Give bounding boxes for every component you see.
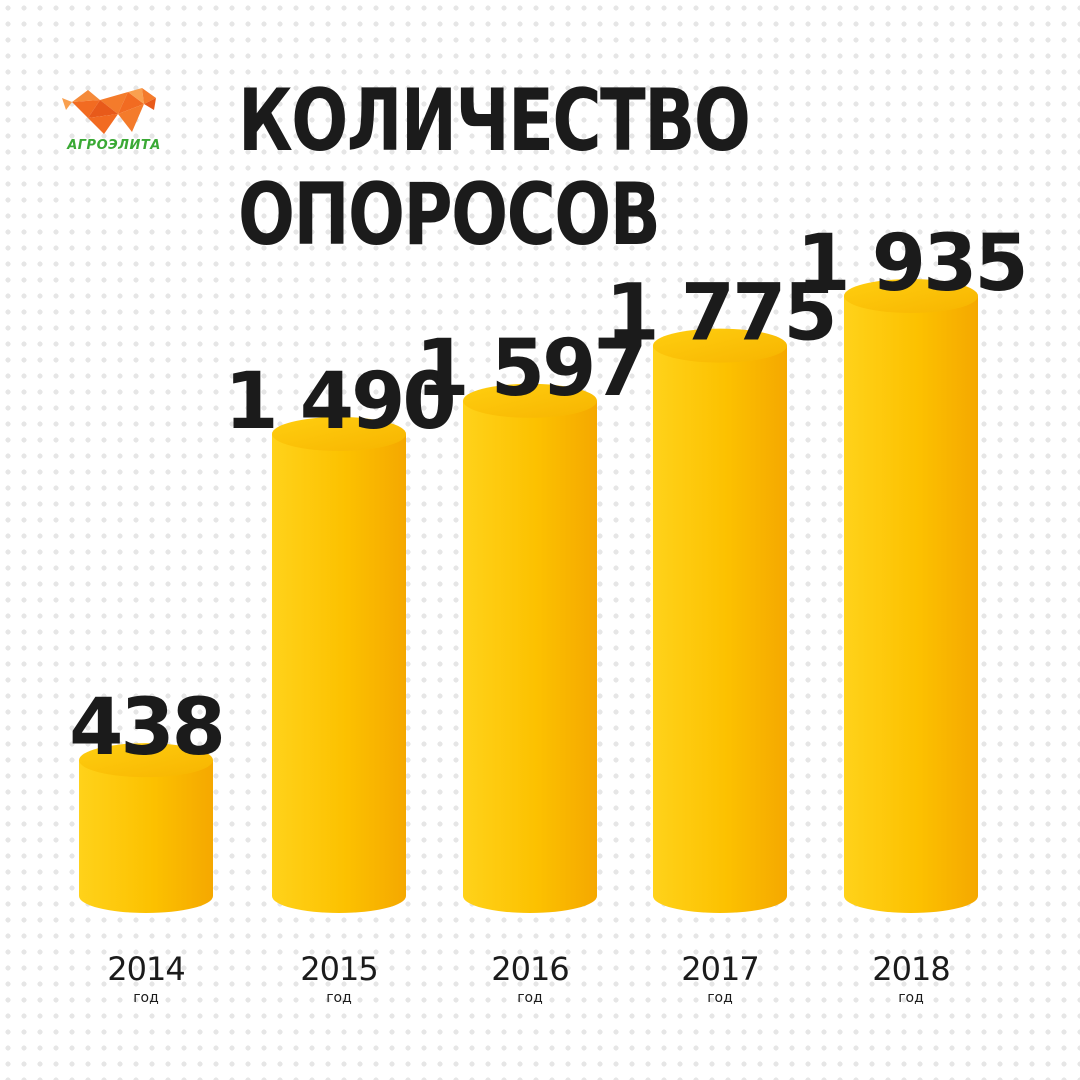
brand-logo: АГРОЭЛИТА bbox=[58, 88, 170, 158]
bar-body bbox=[844, 296, 978, 913]
brand-name: АГРОЭЛИТА bbox=[67, 138, 161, 153]
bar-2017 bbox=[653, 328, 787, 913]
page-title: КОЛИЧЕСТВО ОПОРОСОВ bbox=[238, 71, 751, 265]
data-label: 438 bbox=[69, 683, 223, 773]
bar-top bbox=[79, 743, 213, 778]
data-label: 1 775 bbox=[605, 269, 834, 359]
bar-2018 bbox=[844, 279, 978, 913]
x-tick-label: 2014 bbox=[107, 950, 184, 988]
x-tick-label: 2015 bbox=[300, 950, 377, 988]
bar-body bbox=[79, 760, 213, 913]
x-tick-unit: год bbox=[326, 990, 352, 1006]
x-tick-label: 2017 bbox=[681, 950, 758, 988]
x-tick-unit: год bbox=[898, 990, 924, 1006]
x-tick-label: 2016 bbox=[491, 950, 568, 988]
bar-top bbox=[463, 383, 597, 418]
bar-2016 bbox=[463, 383, 597, 913]
bar-2015 bbox=[272, 416, 406, 913]
x-tick-unit: год bbox=[517, 990, 543, 1006]
x-tick-unit: год bbox=[133, 990, 159, 1006]
data-label: 1 597 bbox=[415, 324, 644, 414]
title-line-2: ОПОРОСОВ bbox=[238, 165, 661, 265]
bar-body bbox=[463, 400, 597, 913]
bar-body bbox=[272, 433, 406, 913]
data-label: 1 935 bbox=[796, 219, 1025, 309]
data-label: 1 490 bbox=[224, 357, 453, 447]
x-tick-unit: год bbox=[707, 990, 733, 1006]
bar-top bbox=[653, 328, 787, 363]
bar-top bbox=[844, 279, 978, 313]
bar-2014 bbox=[79, 743, 213, 913]
title-line-1: КОЛИЧЕСТВО bbox=[238, 71, 751, 171]
origami-pig-icon bbox=[62, 88, 156, 134]
x-tick-label: 2018 bbox=[872, 950, 949, 988]
bar-body bbox=[653, 345, 787, 913]
bar-top bbox=[272, 416, 406, 451]
